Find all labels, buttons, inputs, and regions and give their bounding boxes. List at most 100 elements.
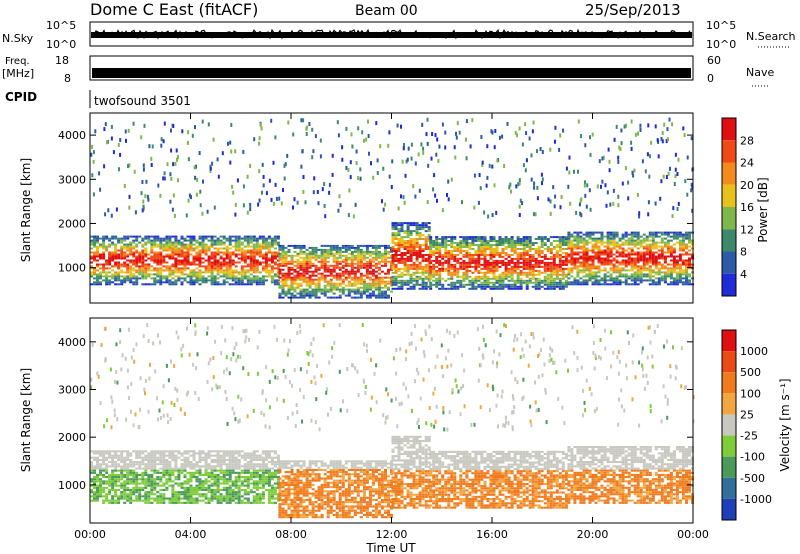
sparse-echo xyxy=(185,213,188,218)
echo-cell xyxy=(371,264,375,267)
echo-cell xyxy=(612,245,616,248)
echo-cell xyxy=(126,480,130,483)
echo-cell xyxy=(582,281,586,284)
echo-cell xyxy=(406,273,410,276)
echo-cell xyxy=(296,252,300,255)
echo-cell xyxy=(371,256,375,259)
echo-cell xyxy=(362,264,366,267)
echo-cell xyxy=(353,254,357,257)
sparse-echo xyxy=(177,178,179,183)
echo-cell xyxy=(344,258,348,261)
echo-cell xyxy=(186,239,190,242)
echo-cell xyxy=(397,269,401,272)
echo-cell xyxy=(435,279,439,282)
echo-cell xyxy=(406,263,410,266)
echo-cell xyxy=(474,250,478,252)
echo-cell xyxy=(108,259,112,262)
echo-cell xyxy=(219,241,223,244)
echo-cell xyxy=(522,254,526,256)
echo-cell xyxy=(174,249,178,252)
echo-cell xyxy=(546,275,550,278)
echo-cell xyxy=(456,287,460,290)
echo-cell xyxy=(144,463,148,466)
sparse-echo xyxy=(533,181,536,186)
figure-title: Dome C East (fitACF) xyxy=(90,0,258,19)
echo-cell xyxy=(102,476,106,479)
echo-cell xyxy=(495,261,499,264)
echo-cell xyxy=(273,257,277,260)
echo-cell xyxy=(99,482,102,485)
echo-cell xyxy=(427,263,431,266)
sparse-echo xyxy=(280,201,283,206)
echo-cell xyxy=(207,271,211,274)
echo-cell xyxy=(498,287,502,290)
echo-cell xyxy=(480,254,484,256)
echo-cell xyxy=(273,247,277,250)
echo-cell xyxy=(171,241,175,244)
sparse-echo xyxy=(620,141,623,146)
echo-cell xyxy=(123,497,127,500)
echo-cell xyxy=(429,269,433,272)
echo-cell xyxy=(359,272,363,275)
echo-cell xyxy=(362,252,366,255)
echo-cell xyxy=(450,271,454,274)
echo-cell xyxy=(666,235,670,238)
echo-cell xyxy=(344,264,348,267)
echo-cell xyxy=(603,263,607,266)
echo-cell xyxy=(249,265,253,268)
echo-cell xyxy=(483,283,487,286)
echo-cell xyxy=(150,497,154,500)
echo-cell xyxy=(498,261,502,264)
echo-cell xyxy=(579,283,583,286)
echo-cell xyxy=(335,276,339,279)
echo-cell xyxy=(579,257,583,260)
echo-cell xyxy=(210,273,214,276)
echo-cell xyxy=(648,251,652,254)
echo-cell xyxy=(308,278,312,281)
echo-cell xyxy=(111,469,115,472)
echo-cell xyxy=(213,265,217,268)
echo-cell xyxy=(93,259,96,262)
echo-cell xyxy=(353,250,357,253)
echo-cell xyxy=(129,469,133,472)
echo-cell xyxy=(243,257,247,260)
echo-cell xyxy=(394,252,398,254)
echo-cell xyxy=(380,294,384,297)
echo-cell xyxy=(207,279,211,282)
echo-cell xyxy=(258,249,262,252)
echo-cell xyxy=(666,245,670,248)
sparse-echo xyxy=(458,130,461,135)
echo-cell xyxy=(406,255,410,258)
echo-cell xyxy=(335,252,339,255)
echo-cell xyxy=(471,236,475,239)
echo-cell xyxy=(99,467,102,470)
echo-cell xyxy=(99,277,102,280)
echo-cell xyxy=(234,283,238,286)
echo-cell xyxy=(204,269,208,272)
echo-cell xyxy=(483,267,487,270)
echo-cell xyxy=(588,265,592,268)
echo-cell xyxy=(278,248,282,251)
echo-cell xyxy=(165,247,169,250)
echo-cell xyxy=(459,240,463,242)
echo-cell xyxy=(159,255,163,258)
echo-cell xyxy=(552,271,556,274)
echo-cell xyxy=(435,273,439,276)
echo-cell xyxy=(471,271,475,274)
echo-cell xyxy=(492,255,496,258)
echo-cell xyxy=(261,257,265,260)
echo-cell xyxy=(594,237,598,240)
echo-cell xyxy=(579,241,583,244)
echo-cell xyxy=(597,259,601,262)
echo-cell xyxy=(296,292,300,295)
echo-cell xyxy=(144,249,148,252)
echo-cell xyxy=(462,273,466,276)
echo-cell xyxy=(549,242,553,244)
echo-cell xyxy=(570,269,574,272)
echo-cell xyxy=(165,237,169,240)
echo-cell xyxy=(645,257,649,260)
echo-cell xyxy=(144,271,148,274)
echo-cell xyxy=(135,478,139,481)
echo-cell xyxy=(663,231,667,234)
echo-cell xyxy=(261,235,265,238)
